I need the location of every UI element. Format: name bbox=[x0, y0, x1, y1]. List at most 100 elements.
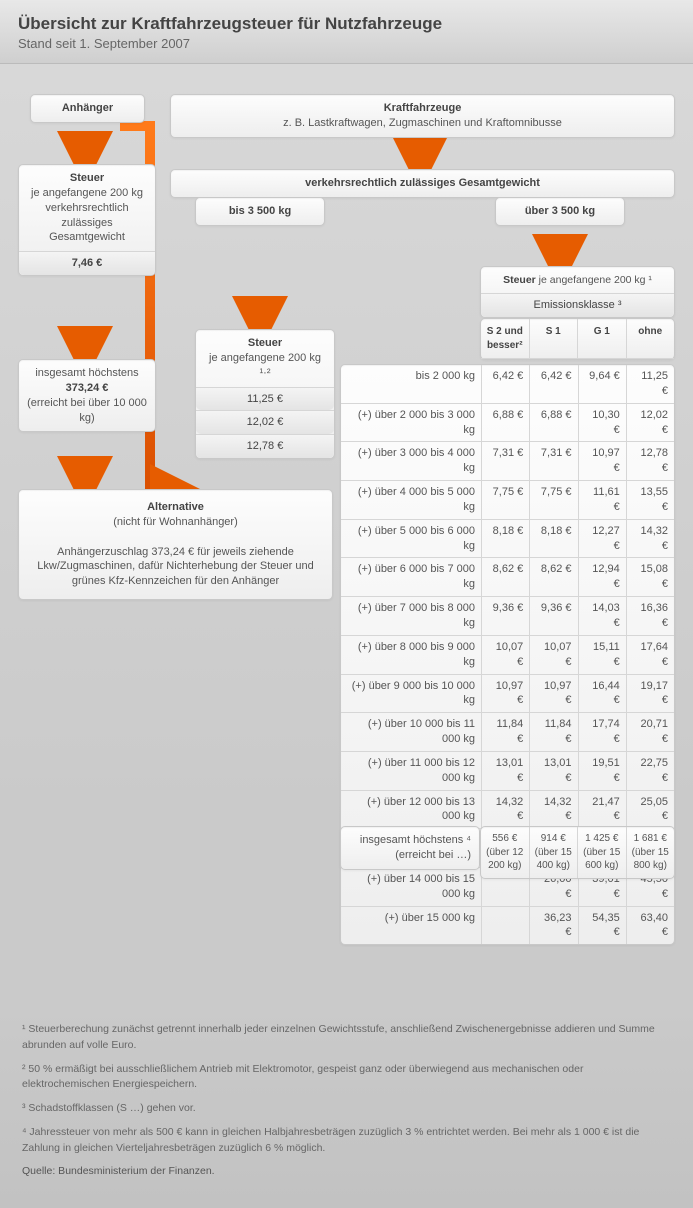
over-box: über 3 500 kg bbox=[495, 197, 625, 226]
tax-cell: 13,01 € bbox=[481, 752, 529, 790]
small-tax-row: 12,02 € bbox=[196, 410, 334, 434]
tax-cell: 63,40 € bbox=[626, 907, 674, 945]
vehicles-title-box: Kraftfahrzeuge z. B. Lastkraftwagen, Zug… bbox=[170, 94, 675, 138]
weight-label: verkehrsrechtlich zulässiges Gesamtgewic… bbox=[305, 177, 540, 189]
big-table-row: (+) über 12 000 bis 13 000 kg14,32 €14,3… bbox=[341, 790, 674, 829]
over-label: über 3 500 kg bbox=[525, 205, 595, 217]
big-table-row: (+) über 10 000 bis 11 000 kg11,84 €11,8… bbox=[341, 712, 674, 751]
source-label: Quelle: Bundesministerium der Finanzen. bbox=[22, 1164, 671, 1180]
footnotes: ¹ Steuerberechung zunächst getrennt inne… bbox=[0, 1004, 693, 1208]
tax-cell: 20,71 € bbox=[626, 713, 674, 751]
footnote: ³ Schadstoffklassen (S …) gehen vor. bbox=[22, 1101, 671, 1117]
small-tax-box: Steuer je angefangene 200 kg ¹·² 11,25 €… bbox=[195, 329, 335, 459]
big-head-box: Steuer je angefangene 200 kg ¹ Emissions… bbox=[480, 266, 675, 318]
vehicles-title: Kraftfahrzeuge bbox=[384, 102, 462, 114]
weight-range-label: (+) über 12 000 bis 13 000 kg bbox=[341, 791, 481, 829]
trailer-title-box: Anhänger bbox=[30, 94, 145, 123]
tax-cell: 12,78 € bbox=[626, 442, 674, 480]
footnote: ¹ Steuerberechung zunächst getrennt inne… bbox=[22, 1022, 671, 1054]
diagram-canvas: Anhänger Steuer je angefangene 200 kg ve… bbox=[0, 64, 693, 1004]
tax-cell: 7,75 € bbox=[529, 481, 577, 519]
header: Übersicht zur Kraftfahrzeugsteuer für Nu… bbox=[0, 0, 693, 64]
trailer-max-sub: (erreicht bei über 10 000 kg) bbox=[27, 397, 147, 424]
weight-range-label: (+) über 3 000 bis 4 000 kg bbox=[341, 442, 481, 480]
tax-cell: 7,75 € bbox=[481, 481, 529, 519]
tax-cell: 6,88 € bbox=[481, 404, 529, 442]
big-col-header: G 1 bbox=[577, 319, 626, 358]
big-max-label: insgesamt höchstens ⁴ bbox=[360, 834, 471, 846]
trailer-tax-box: Steuer je angefangene 200 kg verkehrsrec… bbox=[18, 164, 156, 276]
trailer-tax-label: Steuer bbox=[70, 172, 104, 184]
small-tax-row: 11,25 € bbox=[196, 387, 334, 411]
weight-range-label: (+) über 7 000 bis 8 000 kg bbox=[341, 597, 481, 635]
upto-box: bis 3 500 kg bbox=[195, 197, 325, 226]
weight-range-label: (+) über 2 000 bis 3 000 kg bbox=[341, 404, 481, 442]
big-max-cell: 1 425 €(über 15 600 kg) bbox=[577, 827, 626, 878]
tax-cell: 13,55 € bbox=[626, 481, 674, 519]
tax-cell: 8,18 € bbox=[481, 520, 529, 558]
tax-cell: 25,05 € bbox=[626, 791, 674, 829]
trailer-tax-sub: je angefangene 200 kg verkehrsrechtlich … bbox=[31, 187, 143, 244]
emission-label: Emissionsklasse ³ bbox=[481, 293, 674, 317]
weight-range-label: (+) über 4 000 bis 5 000 kg bbox=[341, 481, 481, 519]
tax-cell: 6,42 € bbox=[529, 365, 577, 403]
big-col-headers: S 2 und besser²S 1G 1ohne bbox=[480, 318, 675, 360]
tax-cell: 12,94 € bbox=[578, 558, 626, 596]
tax-cell: 8,62 € bbox=[529, 558, 577, 596]
tax-cell: 10,07 € bbox=[481, 636, 529, 674]
big-table-row: (+) über 3 000 bis 4 000 kg7,31 €7,31 €1… bbox=[341, 441, 674, 480]
tax-cell: 17,64 € bbox=[626, 636, 674, 674]
tax-cell: 10,97 € bbox=[529, 675, 577, 713]
upto-label: bis 3 500 kg bbox=[229, 205, 291, 217]
big-table-row: (+) über 4 000 bis 5 000 kg7,75 €7,75 €1… bbox=[341, 480, 674, 519]
tax-cell: 8,62 € bbox=[481, 558, 529, 596]
big-table-row: (+) über 15 000 kg36,23 €54,35 €63,40 € bbox=[341, 906, 674, 945]
big-max-label-box: insgesamt höchstens ⁴ (erreicht bei …) bbox=[340, 826, 480, 870]
tax-cell: 7,31 € bbox=[481, 442, 529, 480]
tax-cell: 12,27 € bbox=[578, 520, 626, 558]
tax-cell: 11,25 € bbox=[626, 365, 674, 403]
big-max-cell: 914 €(über 15 400 kg) bbox=[529, 827, 578, 878]
tax-cell: 13,01 € bbox=[529, 752, 577, 790]
weight-range-label: (+) über 14 000 bis 15 000 kg bbox=[341, 868, 481, 906]
big-col-header: S 1 bbox=[529, 319, 578, 358]
weight-range-label: (+) über 5 000 bis 6 000 kg bbox=[341, 520, 481, 558]
weight-range-label: bis 2 000 kg bbox=[341, 365, 481, 403]
trailer-max-box: insgesamt höchstens 373,24 € (erreicht b… bbox=[18, 359, 156, 432]
weight-range-label: (+) über 8 000 bis 9 000 kg bbox=[341, 636, 481, 674]
alternative-box: Alternative (nicht für Wohnanhänger) Anh… bbox=[18, 489, 333, 600]
tax-cell: 10,97 € bbox=[578, 442, 626, 480]
page-subtitle: Stand seit 1. September 2007 bbox=[18, 36, 675, 51]
big-table-row: (+) über 5 000 bis 6 000 kg8,18 €8,18 €1… bbox=[341, 519, 674, 558]
big-col-header: S 2 und besser² bbox=[481, 319, 529, 358]
tax-cell: 8,18 € bbox=[529, 520, 577, 558]
big-table-row: (+) über 6 000 bis 7 000 kg8,62 €8,62 €1… bbox=[341, 557, 674, 596]
tax-cell: 6,42 € bbox=[481, 365, 529, 403]
big-col-header: ohne bbox=[626, 319, 675, 358]
big-max-cell: 1 681 €(über 15 800 kg) bbox=[626, 827, 675, 878]
big-head-steuer: Steuer bbox=[503, 274, 536, 286]
tax-cell: 54,35 € bbox=[578, 907, 626, 945]
weight-label-box: verkehrsrechtlich zulässiges Gesamtgewic… bbox=[170, 169, 675, 198]
small-tax-row: 12,78 € bbox=[196, 434, 334, 458]
tax-cell: 9,36 € bbox=[529, 597, 577, 635]
tax-cell: 14,32 € bbox=[626, 520, 674, 558]
big-table-row: (+) über 7 000 bis 8 000 kg9,36 €9,36 €1… bbox=[341, 596, 674, 635]
vehicles-sub: z. B. Lastkraftwagen, Zugmaschinen und K… bbox=[283, 117, 562, 129]
tax-cell bbox=[481, 907, 529, 945]
big-table-row: (+) über 11 000 bis 12 000 kg13,01 €13,0… bbox=[341, 751, 674, 790]
trailer-title: Anhänger bbox=[62, 102, 113, 114]
big-max-sub: (erreicht bei …) bbox=[395, 849, 471, 861]
tax-cell: 14,32 € bbox=[481, 791, 529, 829]
tax-cell: 6,88 € bbox=[529, 404, 577, 442]
big-table-row: bis 2 000 kg6,42 €6,42 €9,64 €11,25 € bbox=[341, 365, 674, 403]
tax-cell: 16,36 € bbox=[626, 597, 674, 635]
tax-cell: 12,02 € bbox=[626, 404, 674, 442]
tax-cell: 11,84 € bbox=[529, 713, 577, 751]
tax-cell: 10,97 € bbox=[481, 675, 529, 713]
weight-range-label: (+) über 10 000 bis 11 000 kg bbox=[341, 713, 481, 751]
footnote: ² 50 % ermäßigt bei ausschließlichem Ant… bbox=[22, 1062, 671, 1094]
tax-cell: 11,61 € bbox=[578, 481, 626, 519]
tax-cell: 22,75 € bbox=[626, 752, 674, 790]
big-max-values: 556 €(über 12 200 kg)914 €(über 15 400 k… bbox=[480, 826, 675, 879]
